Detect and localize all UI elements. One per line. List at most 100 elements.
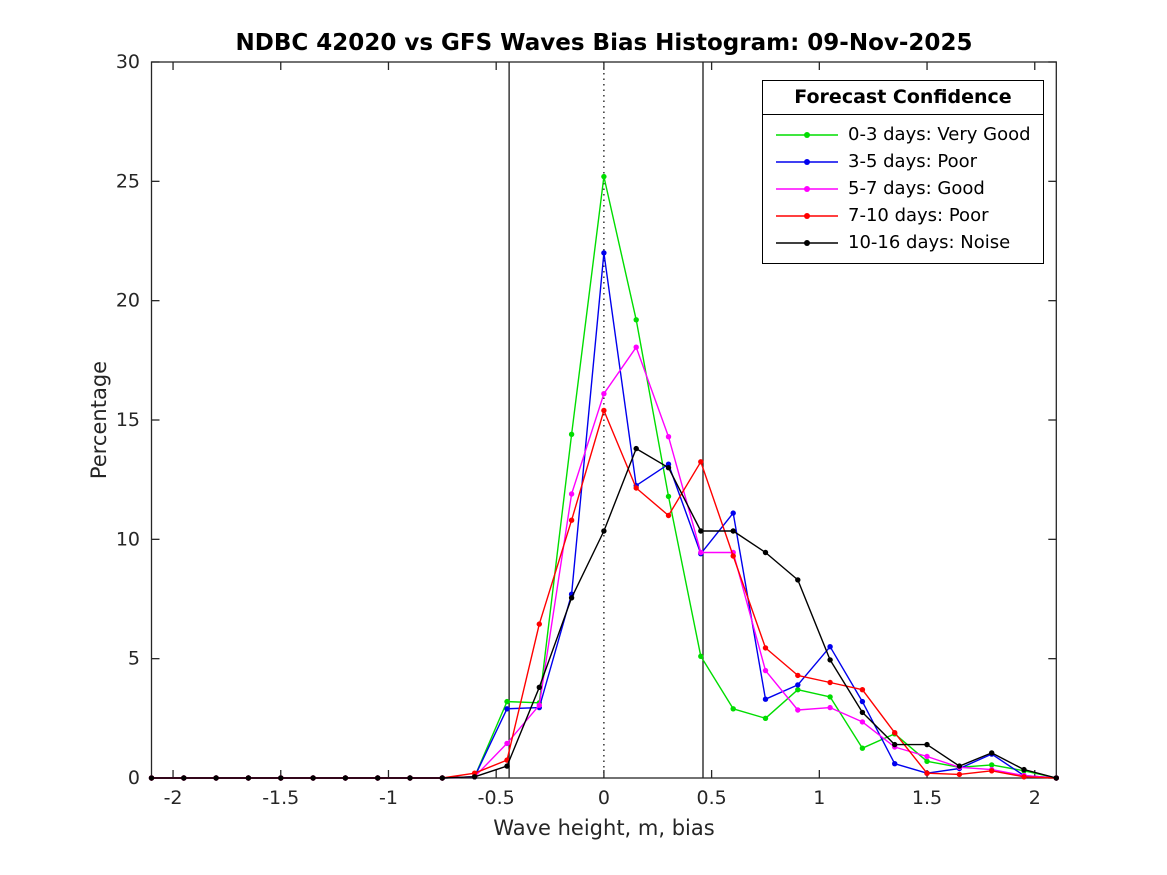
series-point — [989, 750, 995, 756]
series-point — [795, 687, 801, 693]
series-point — [504, 763, 510, 769]
x-tick-label: 0.5 — [697, 787, 727, 809]
x-tick-label: 0 — [598, 787, 610, 809]
series-point — [827, 704, 833, 711]
series-point — [827, 694, 833, 700]
y-tick-label: 5 — [128, 648, 140, 670]
legend-item-label: 3-5 days: Poor — [848, 151, 978, 172]
series-point — [730, 510, 736, 516]
series-point — [665, 512, 672, 519]
series-point — [762, 715, 769, 721]
y-tick-label: 25 — [116, 170, 140, 192]
series-point — [665, 465, 672, 471]
legend-sample-marker — [804, 212, 810, 219]
series-point — [730, 553, 736, 559]
series-point — [730, 706, 736, 712]
series-point — [310, 775, 316, 781]
series-point — [536, 621, 542, 627]
legend-item-label: 5-7 days: Good — [848, 178, 985, 199]
series-point — [633, 445, 639, 452]
legend-items: 0-3 days: Very Good 3-5 days: Poor 5-7 day… — [763, 115, 1043, 263]
series-point — [892, 761, 898, 767]
legend-sample-marker — [804, 158, 810, 165]
series-point — [989, 768, 995, 774]
series-point — [633, 485, 639, 491]
series-point — [698, 459, 704, 465]
legend-item: 10-16 days: Noise — [775, 229, 1033, 256]
series-point — [859, 698, 866, 705]
y-tick-label: 0 — [128, 767, 140, 789]
series-point — [633, 344, 639, 350]
series-point — [956, 771, 963, 778]
series-point — [504, 706, 510, 712]
series-point — [924, 741, 930, 748]
legend-line-sample — [776, 158, 838, 165]
x-axis-label: Wave height, m, bias — [493, 816, 715, 840]
series-point — [1021, 774, 1027, 780]
series-point — [601, 407, 607, 414]
y-tick-label: 20 — [116, 290, 140, 312]
series-point — [568, 491, 575, 497]
series-point — [1053, 775, 1060, 781]
series-point — [762, 667, 769, 674]
x-tick-label: -2 — [164, 787, 183, 809]
series-point — [504, 740, 510, 747]
series-point — [245, 775, 252, 781]
series-point — [148, 775, 155, 781]
series-point — [213, 775, 219, 781]
legend-sample-marker — [804, 131, 810, 138]
legend-line-sample — [776, 212, 838, 219]
x-tick-label: 2 — [1029, 787, 1041, 809]
series-point — [989, 762, 995, 768]
series-point — [536, 684, 542, 690]
series-point — [827, 679, 833, 686]
series-point — [924, 753, 930, 760]
series-point — [375, 775, 381, 781]
series-point — [568, 517, 575, 523]
series-point — [504, 698, 510, 705]
series-point — [601, 528, 607, 534]
series-point — [730, 528, 736, 534]
y-tick-label: 30 — [116, 51, 140, 73]
series-point — [601, 250, 607, 256]
series-point — [762, 549, 769, 556]
legend-item-label: 10-16 days: Noise — [848, 232, 1011, 253]
series-point — [665, 434, 672, 440]
series-point — [601, 173, 607, 180]
series-point — [924, 758, 930, 764]
series-point — [342, 775, 349, 781]
legend-line-sample — [776, 239, 838, 246]
series-point — [795, 682, 801, 688]
x-tick-label: -1.5 — [262, 787, 299, 809]
chart-title: NDBC 42020 vs GFS Waves Bias Histogram: … — [235, 30, 973, 56]
series-point — [892, 730, 898, 736]
legend-line-sample — [776, 185, 838, 192]
series-point — [536, 702, 542, 708]
series-point — [568, 431, 575, 437]
series-point — [859, 745, 866, 751]
legend-item: 7-10 days: Poor — [775, 202, 1033, 229]
legend-sample-marker — [804, 185, 810, 192]
series-point — [633, 317, 639, 323]
series-point — [892, 741, 898, 748]
legend-line-sample — [776, 131, 838, 138]
series-point — [859, 687, 866, 693]
legend-item: 3-5 days: Poor — [775, 148, 1033, 175]
series-point — [439, 775, 445, 781]
series-point — [956, 763, 963, 769]
series-point — [762, 645, 769, 651]
y-tick-label: 10 — [116, 528, 140, 550]
legend-item: 5-7 days: Good — [775, 175, 1033, 202]
series-point — [407, 775, 413, 781]
series-point — [859, 719, 866, 725]
series-point — [698, 653, 704, 659]
series-point — [795, 672, 801, 679]
legend-item: 0-3 days: Very Good — [775, 121, 1033, 148]
series-point — [181, 775, 187, 781]
series-point — [568, 595, 575, 601]
x-tick-label: 1.5 — [912, 787, 942, 809]
series-point — [859, 709, 866, 716]
series-point — [795, 707, 801, 713]
